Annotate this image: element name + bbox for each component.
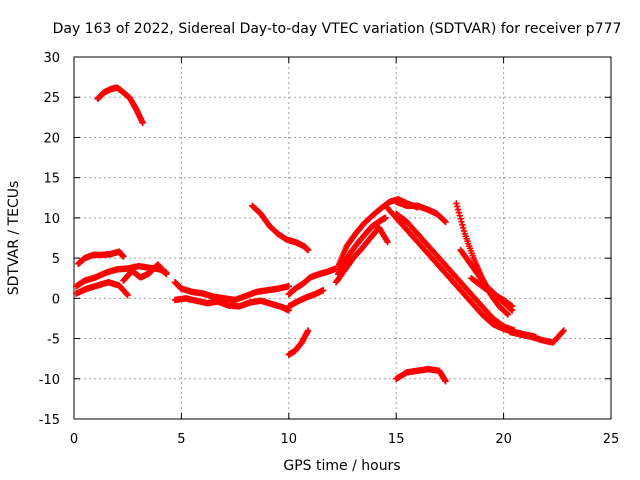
series-arc-3 bbox=[72, 262, 170, 290]
x-tick-label: 20 bbox=[495, 432, 512, 447]
y-tick-label: 20 bbox=[43, 131, 60, 146]
chart-title: Day 163 of 2022, Sidereal Day-to-day VTE… bbox=[53, 21, 622, 37]
y-tick-label: 30 bbox=[43, 51, 60, 66]
x-tick-labels: 0 5 10 15 20 25 bbox=[70, 432, 619, 447]
grid-lines bbox=[74, 57, 611, 419]
data-point bbox=[455, 209, 463, 216]
data-point bbox=[441, 217, 448, 225]
series-arc-10 bbox=[249, 202, 312, 254]
x-tick-label: 25 bbox=[603, 432, 620, 447]
data-series bbox=[72, 84, 567, 385]
data-point bbox=[384, 238, 391, 246]
data-point bbox=[460, 227, 468, 235]
series-arc-8 bbox=[285, 265, 340, 298]
series-arc-21 bbox=[506, 327, 567, 346]
series-arc-11 bbox=[285, 327, 312, 358]
data-point bbox=[458, 218, 465, 225]
x-axis-label: GPS time / hours bbox=[283, 458, 400, 474]
data-point bbox=[123, 290, 131, 298]
series-arc-4 bbox=[72, 279, 131, 299]
data-point bbox=[460, 224, 467, 232]
series-arc-6 bbox=[171, 279, 292, 304]
y-tick-label: -5 bbox=[47, 333, 60, 348]
series-arc-2 bbox=[75, 248, 127, 267]
data-point bbox=[304, 327, 312, 334]
x-tick-label: 10 bbox=[281, 432, 298, 447]
series-arc-15 bbox=[393, 198, 449, 226]
y-tick-label: -15 bbox=[39, 413, 60, 428]
data-point bbox=[454, 203, 461, 210]
x-tick-label: 15 bbox=[388, 432, 405, 447]
data-point bbox=[124, 291, 131, 299]
data-point bbox=[457, 215, 464, 222]
data-point bbox=[560, 327, 567, 334]
data-point bbox=[504, 311, 512, 318]
data-point bbox=[304, 246, 312, 254]
data-point bbox=[456, 212, 463, 219]
data-point bbox=[319, 287, 327, 294]
data-point bbox=[162, 270, 169, 277]
series-arc-1 bbox=[94, 84, 146, 127]
plot-frame bbox=[73, 56, 612, 420]
series-arc-9 bbox=[285, 287, 327, 310]
data-point bbox=[453, 200, 460, 207]
y-tick-label: 0 bbox=[52, 292, 60, 307]
data-point bbox=[120, 253, 127, 260]
tick-marks bbox=[73, 56, 612, 420]
data-point bbox=[442, 377, 449, 385]
series-arc-5 bbox=[120, 261, 170, 284]
data-point bbox=[442, 218, 449, 226]
series-arc-7 bbox=[171, 295, 292, 314]
y-tick-label: 15 bbox=[43, 172, 60, 187]
y-tick-label: -10 bbox=[39, 373, 60, 388]
data-point bbox=[454, 206, 462, 213]
data-point bbox=[559, 328, 566, 335]
y-tick-label: 10 bbox=[43, 212, 60, 227]
y-tick-label: 5 bbox=[52, 252, 60, 267]
series-arc-20 bbox=[468, 275, 516, 310]
series-arc-14 bbox=[332, 224, 391, 286]
data-point bbox=[382, 214, 389, 222]
data-point bbox=[285, 283, 292, 290]
data-point bbox=[139, 119, 146, 127]
data-point bbox=[508, 303, 516, 310]
data-point bbox=[163, 271, 170, 278]
data-point bbox=[503, 310, 511, 317]
data-point bbox=[459, 221, 466, 229]
series-arc-22 bbox=[393, 365, 449, 385]
series-arc-17 bbox=[393, 210, 518, 334]
x-tick-label: 5 bbox=[177, 432, 185, 447]
y-axis-label: SDTVAR / TECUs bbox=[6, 181, 22, 296]
x-tick-label: 0 bbox=[70, 432, 78, 447]
y-tick-labels: -15 -10 -5 0 5 10 15 20 25 30 bbox=[39, 51, 60, 428]
y-tick-label: 25 bbox=[43, 91, 60, 106]
